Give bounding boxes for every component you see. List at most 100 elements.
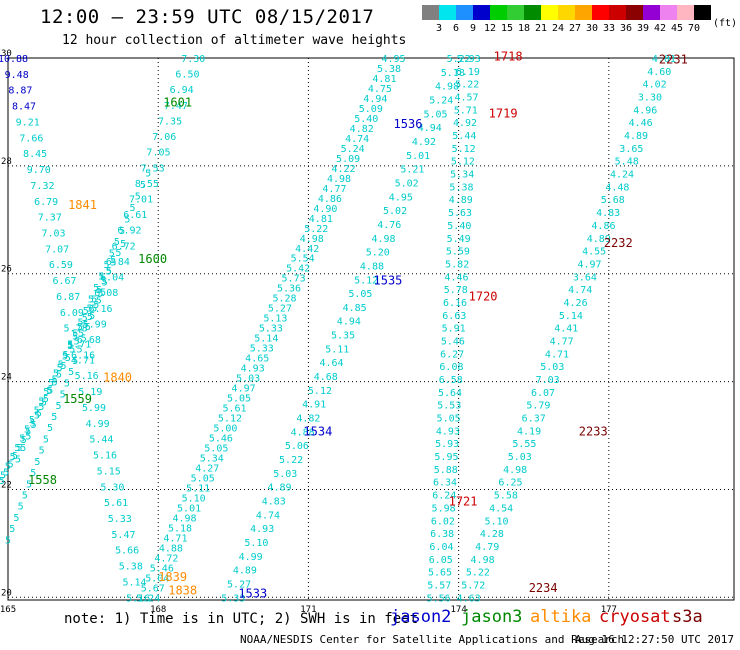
dense-track-glyph: 5 [86, 304, 92, 315]
swh-value: 6.19 [456, 67, 480, 78]
legend-altika: altika [530, 607, 592, 627]
swh-value: 4.46 [444, 272, 468, 283]
swh-value: 4.89 [587, 234, 611, 245]
swh-value: 4.93 [436, 426, 460, 437]
swh-value: 5.61 [222, 404, 246, 415]
swh-value: 5.22 [455, 80, 479, 91]
swh-value: 5.49 [447, 234, 471, 245]
swh-value: 4.22 [332, 164, 356, 175]
swh-value: 4.54 [489, 503, 513, 514]
swh-value: 4.86 [318, 194, 342, 205]
swh-value: 6.27 [440, 349, 464, 360]
swh-value: 5.46 [441, 336, 465, 347]
swh-value: 5.09 [359, 104, 383, 115]
swh-value: 5.38 [449, 182, 473, 193]
colorbar-swatch [626, 5, 643, 20]
swh-value: 5.22 [304, 224, 328, 235]
colorbar-swatch [660, 5, 677, 20]
dense-track-glyph: 5 [101, 276, 107, 287]
swh-value: 4.92 [453, 118, 477, 129]
colorbar-swatch [524, 5, 541, 20]
colorbar-label: 30 [585, 23, 599, 34]
swh-value: 4.97 [232, 384, 256, 395]
swh-value: 5.91 [442, 324, 466, 335]
swh-value: 5.99 [83, 319, 107, 330]
swh-value: 5.05 [423, 109, 447, 120]
swh-value: 5.33 [221, 593, 245, 604]
swh-value: 7.47 [164, 101, 188, 112]
track-values: 5.33 5.27 4.89 4.99 5.10 4.93 4.74 4.83 4.89 5.03… [0, 54, 676, 604]
dense-track-glyph: 5 [87, 312, 93, 323]
swh-value: 5.16 [93, 451, 117, 462]
colorbar-label: 36 [619, 23, 633, 34]
swh-value: 4.89 [233, 566, 257, 577]
dense-track-glyph: 5 [62, 350, 68, 361]
track: 5.56 5.575.65 6.05 6.04 6.38 6.02 5.986.24 6.34… [427, 54, 481, 604]
colorbar-swatch [592, 5, 609, 20]
dense-track-glyph: 5 [74, 336, 80, 347]
dense-track-glyph: 5 [31, 420, 37, 431]
swh-value: 10.88 [0, 54, 28, 65]
legend-jason3: jason3 [461, 607, 523, 627]
swh-value: 4.95 [381, 54, 405, 65]
swh-value: 4.71 [163, 533, 187, 544]
swh-value: 4.26 [564, 298, 588, 309]
swh-value: 5.12 [452, 144, 476, 155]
legend-s3a: s3a [672, 607, 703, 627]
colorbar-unit: (ft) [713, 18, 738, 29]
dense-track-glyph: 5 [93, 300, 99, 311]
dense-track-glyph: 5 [19, 434, 25, 445]
swh-value: 7.53 [141, 163, 165, 174]
dense-track-glyph: 5 [98, 272, 104, 283]
swh-value: 5.16 [75, 371, 99, 382]
dense-track-glyph: 5 [72, 329, 78, 340]
colorbar-swatch [422, 5, 439, 20]
pass-time-label: 1718 [494, 50, 523, 64]
swh-value: 5.22 [466, 568, 490, 579]
swh-value: 5.44 [89, 435, 113, 446]
dense-track-glyph: 5 [29, 415, 35, 426]
dense-track-glyph: 5 [68, 367, 74, 378]
swh-value: 5.40 [354, 114, 378, 125]
swh-value: 7.05 [146, 148, 170, 159]
pass-time-label: 1534 [303, 425, 332, 439]
swh-value: 4.60 [647, 67, 671, 78]
colorbar-label: 24 [551, 23, 565, 34]
lat-tick-label: 28 [1, 157, 12, 167]
dense-track-glyph: 5 [30, 468, 36, 479]
swh-value: 7.30 [181, 54, 205, 65]
colorbar-label: 27 [568, 23, 582, 34]
dense-track-glyph: 5 [110, 255, 116, 266]
swh-value: 5.72 [461, 580, 485, 591]
swh-value: 6.50 [175, 70, 199, 81]
dense-track-glyph: 5 [10, 452, 16, 463]
swh-value: 5.53 [437, 401, 461, 412]
swh-value: 4.94 [418, 123, 442, 134]
swh-value: 4.98 [371, 234, 395, 245]
swh-value: 5.64 [438, 388, 462, 399]
dense-track-glyph: 5 [43, 394, 49, 405]
dense-track-glyph: 5 [102, 277, 108, 288]
swh-value: 5.22 [447, 54, 471, 65]
swh-value: 5.36 [277, 284, 301, 295]
dense-track-glyph: 5 [12, 451, 18, 462]
swh-value: 4.93 [241, 364, 265, 375]
colorbar-label: 12 [483, 23, 497, 34]
swh-value: 5.82 [445, 259, 469, 270]
swh-value: 5.79 [526, 401, 550, 412]
swh-value: 4.98 [327, 174, 351, 185]
colorbar-label: 9 [469, 23, 477, 34]
swh-value: 4.82 [350, 124, 374, 135]
swh-value: 5.06 [285, 441, 309, 452]
swh-value: 6.59 [49, 260, 73, 271]
swh-value: 4.68 [314, 372, 338, 383]
swh-value: 4.99 [86, 419, 110, 430]
lat-tick-label: 20 [1, 588, 12, 598]
swh-value: 5.67 [141, 583, 165, 594]
swh-value: 5.22 [279, 455, 303, 466]
swh-value: 6.16 [443, 298, 467, 309]
lon-tick-label: 168 [150, 605, 166, 615]
lon-tick-label: 171 [300, 605, 316, 615]
